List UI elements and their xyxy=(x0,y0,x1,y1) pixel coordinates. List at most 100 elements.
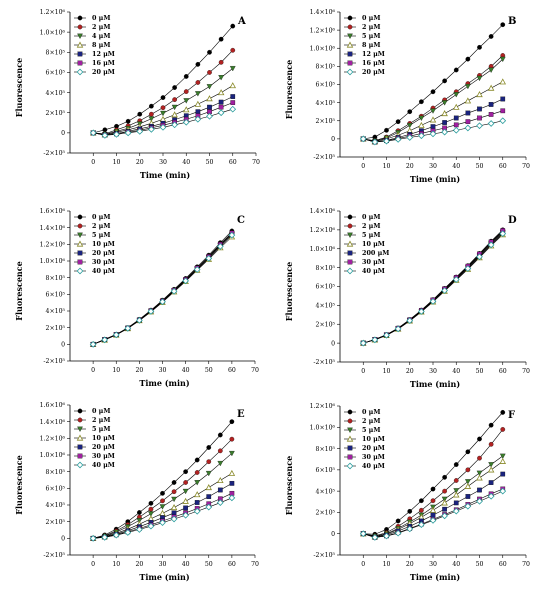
data-point xyxy=(452,507,460,515)
data-point xyxy=(441,499,448,506)
x-tick-label: 40 xyxy=(452,163,460,170)
legend-label: 2 μM xyxy=(362,23,380,31)
data-point xyxy=(441,110,448,117)
y-tick-label: 0 xyxy=(331,340,335,347)
panel-letter: A xyxy=(237,16,246,27)
panel-letter: B xyxy=(508,16,516,27)
data-point xyxy=(465,479,471,485)
data-point xyxy=(205,484,213,491)
data-point xyxy=(170,504,178,511)
data-point xyxy=(500,410,506,415)
data-point xyxy=(160,110,166,117)
series-0-μM xyxy=(360,22,506,142)
data-point xyxy=(442,78,447,84)
data-point xyxy=(442,488,447,494)
x-tick-label: 20 xyxy=(135,367,143,374)
x-tick-label: 40 xyxy=(182,367,190,374)
data-point xyxy=(452,491,460,498)
data-point xyxy=(453,92,460,98)
legend-label: 30 μM xyxy=(92,452,115,460)
data-point xyxy=(160,95,166,100)
legend-label: 40 μM xyxy=(92,461,115,469)
data-point xyxy=(183,469,188,475)
data-point xyxy=(217,448,223,454)
legend-marker xyxy=(346,462,354,470)
x-tick-label: 60 xyxy=(228,367,236,374)
data-point xyxy=(476,122,483,130)
data-point xyxy=(407,509,413,514)
panel-C: 0 10 20 30 40 50 60 70 -2×10⁵ 0 2×10⁵ 4×10⁵ 6×10⁵ 8×1… xyxy=(14,208,259,388)
legend-marker xyxy=(347,427,353,433)
data-point xyxy=(429,517,437,524)
data-point xyxy=(418,121,425,128)
data-point xyxy=(124,324,132,332)
data-point xyxy=(207,70,212,75)
panel-letter: D xyxy=(508,215,517,226)
legend-label: 10 μM xyxy=(362,435,385,443)
legend-marker xyxy=(77,60,83,66)
x-tick-label: 70 xyxy=(522,368,530,375)
legend-label: 5 μM xyxy=(92,425,110,433)
y-tick-label: 1.0×10⁶ xyxy=(310,246,336,253)
data-point xyxy=(194,470,200,475)
data-point xyxy=(384,127,389,133)
data-point xyxy=(488,441,494,447)
y-tick-label: 1.6×10⁶ xyxy=(40,208,66,215)
data-point xyxy=(430,89,436,95)
x-tick-label: 50 xyxy=(476,163,484,170)
data-point xyxy=(228,469,236,476)
data-point xyxy=(136,127,144,135)
data-point xyxy=(136,316,143,324)
data-point xyxy=(441,496,448,503)
data-point xyxy=(207,49,212,55)
x-tick-label: 50 xyxy=(476,368,484,375)
y-tick-label: 8×10⁵ xyxy=(316,265,336,272)
x-tick-label: 70 xyxy=(251,367,259,374)
data-point xyxy=(148,511,154,517)
y-axis-title: Fluorescence xyxy=(14,58,24,117)
y-axis-title: Fluorescence xyxy=(284,60,294,119)
data-point xyxy=(160,105,166,111)
y-tick-label: -2×10⁵ xyxy=(313,552,335,559)
data-point xyxy=(418,132,425,140)
legend-marker xyxy=(347,232,353,238)
data-point xyxy=(406,134,414,141)
y-tick-label: 1.0×10⁶ xyxy=(40,452,66,459)
data-point xyxy=(430,498,436,504)
data-point xyxy=(407,109,413,115)
data-point xyxy=(230,23,236,29)
legend-marker xyxy=(77,444,83,450)
x-tick-label: 20 xyxy=(406,368,414,375)
data-point xyxy=(183,505,188,511)
x-axis-title: Time (min) xyxy=(410,174,460,184)
data-point xyxy=(430,108,436,114)
data-point xyxy=(159,504,166,510)
x-tick-label: 60 xyxy=(229,159,237,166)
data-point xyxy=(89,340,97,348)
data-point xyxy=(452,276,460,283)
data-point xyxy=(217,460,224,467)
legend-marker xyxy=(347,60,353,66)
y-tick-label: 2×10⁵ xyxy=(46,519,66,526)
data-point xyxy=(183,89,189,94)
legend-label: 40 μM xyxy=(362,267,385,275)
data-point xyxy=(217,476,224,484)
data-point xyxy=(441,512,448,520)
data-point xyxy=(359,339,367,347)
series-40-μM xyxy=(89,231,236,348)
data-point xyxy=(194,457,200,463)
legend-marker xyxy=(77,259,83,265)
data-point xyxy=(148,116,155,122)
y-tick-label: 1.2×10⁶ xyxy=(40,9,66,16)
data-point xyxy=(499,453,506,459)
data-point xyxy=(430,124,436,129)
data-point xyxy=(159,123,167,131)
data-point xyxy=(218,36,224,42)
data-point xyxy=(465,110,471,116)
data-point xyxy=(228,494,236,502)
legend-label: 20 μM xyxy=(92,249,115,257)
data-point xyxy=(101,132,109,139)
